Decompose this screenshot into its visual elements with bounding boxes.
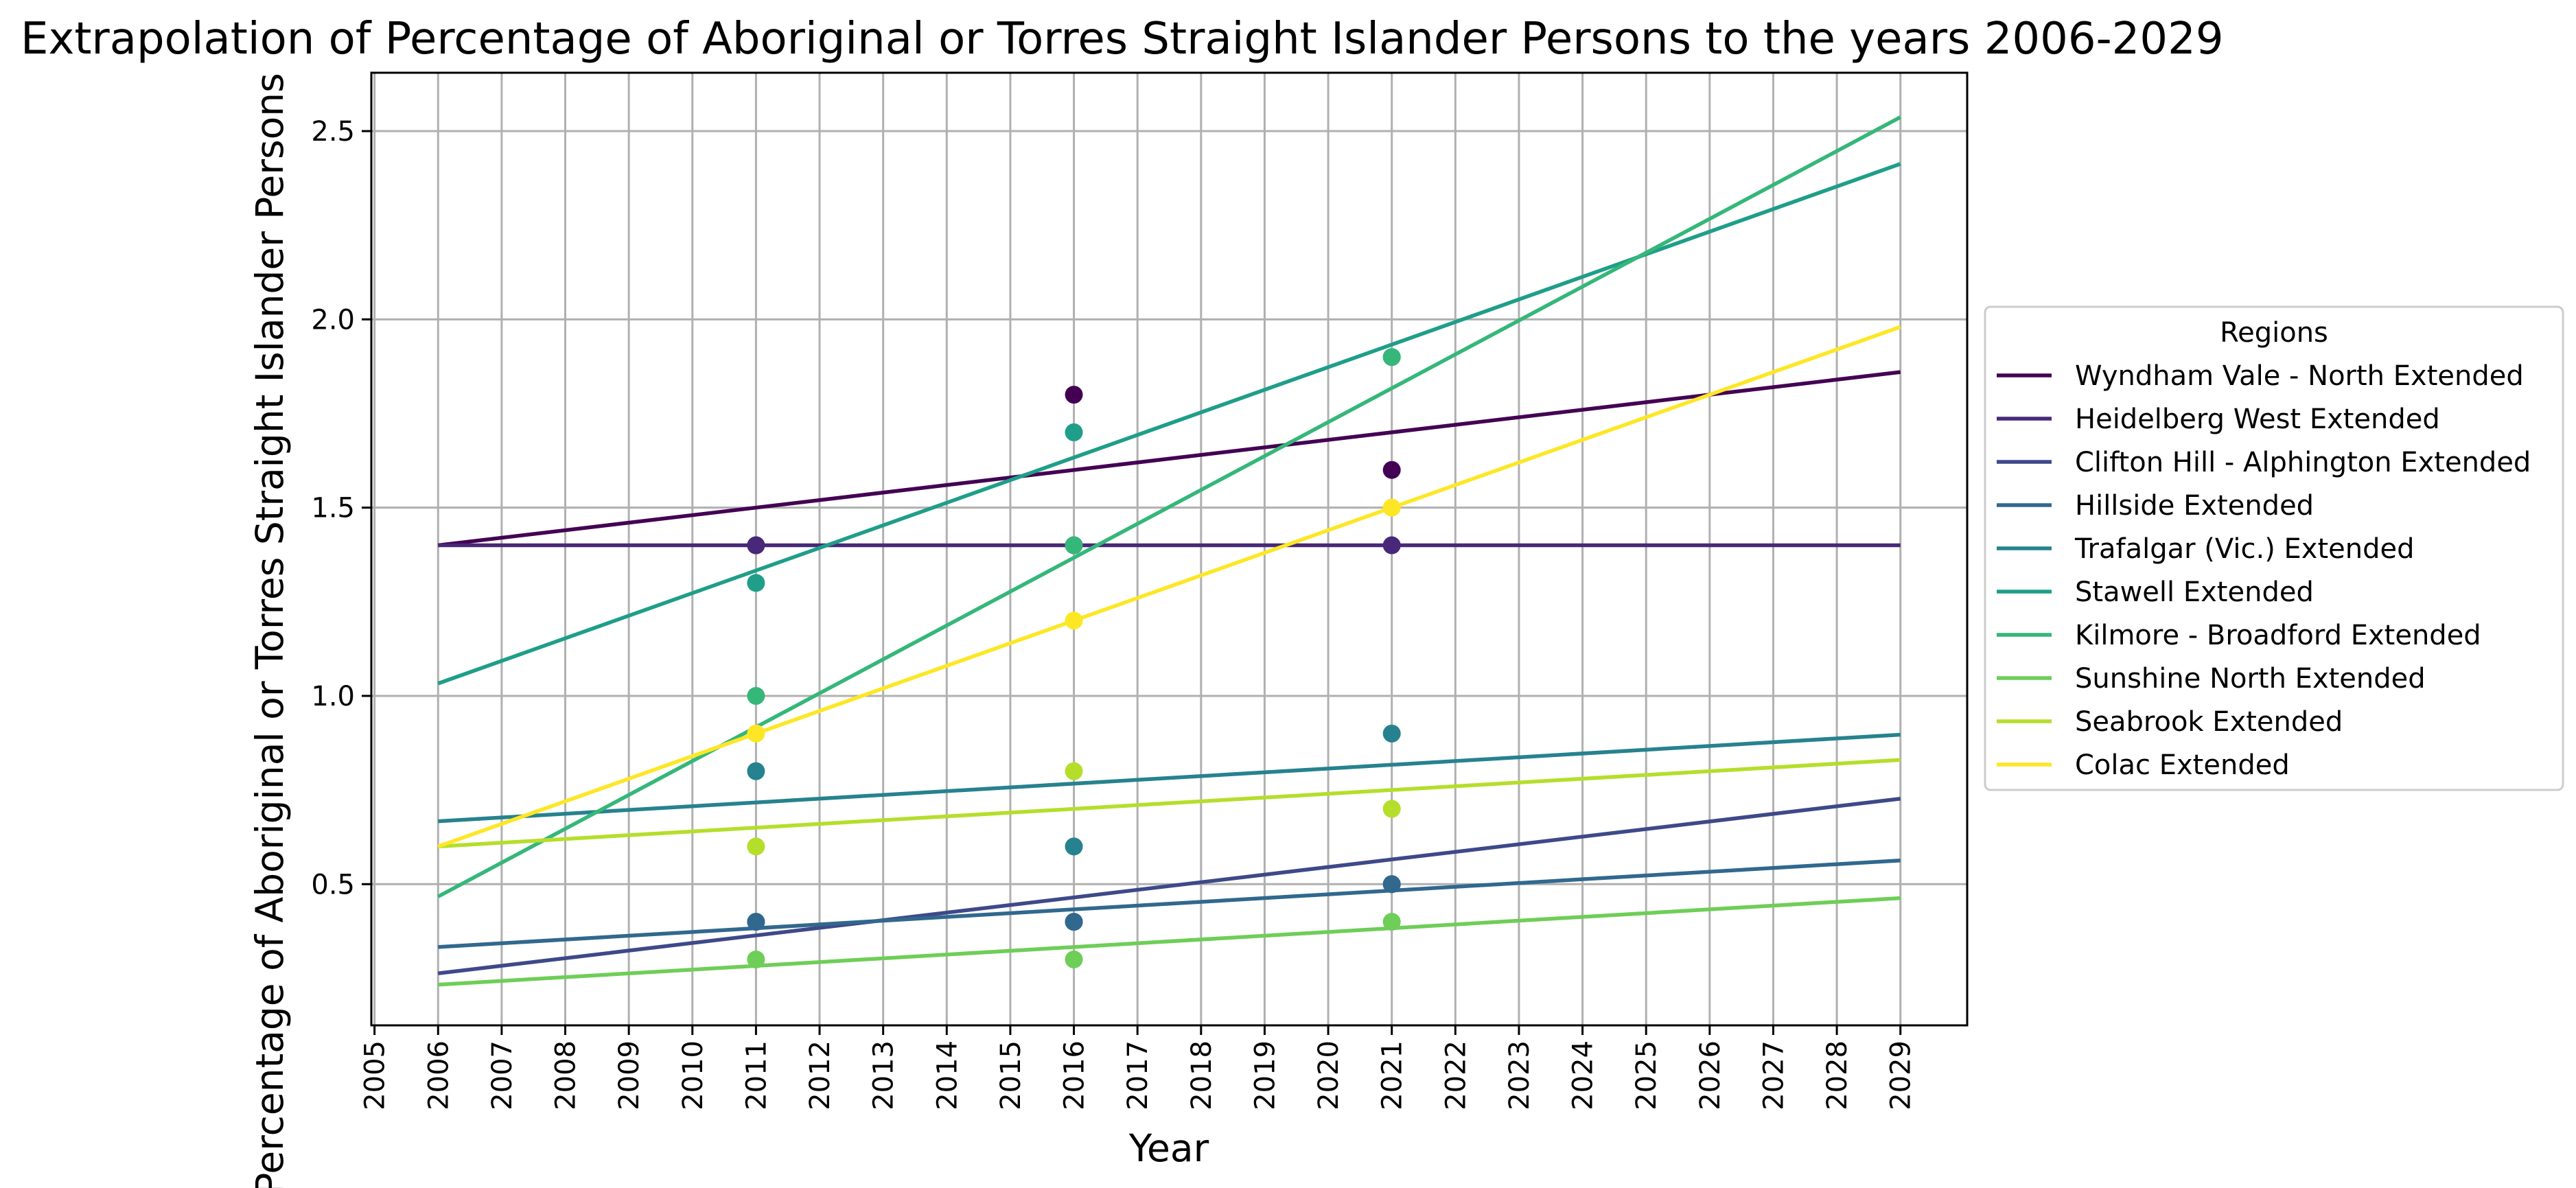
- data-point: [747, 837, 765, 856]
- legend-label: Clifton Hill - Alphington Extended: [2075, 447, 2531, 478]
- legend-label: Sunshine North Extended: [2075, 663, 2426, 695]
- x-tick-label: 2007: [487, 1040, 518, 1110]
- x-tick-label: 2008: [550, 1040, 582, 1110]
- x-tick-label: 2009: [614, 1040, 645, 1110]
- x-tick-label: 2020: [1313, 1040, 1345, 1110]
- series-line: [438, 858, 1901, 949]
- data-point: [747, 950, 765, 968]
- series-line: [437, 115, 1902, 898]
- data-point: [1382, 498, 1401, 517]
- data-point: [1065, 423, 1083, 441]
- x-tick-label: 2017: [1122, 1040, 1154, 1110]
- x-tick-label: 2006: [423, 1040, 454, 1110]
- x-tick-label: 2023: [1504, 1040, 1535, 1110]
- data-point: [1382, 348, 1401, 366]
- y-tick-label: 1.5: [311, 493, 355, 524]
- x-tick-label: 2013: [868, 1040, 900, 1110]
- x-tick-label: 2005: [360, 1040, 391, 1110]
- legend-box: [1984, 305, 2564, 791]
- series-lines: [437, 115, 1902, 987]
- legend-title: Regions: [2220, 317, 2328, 349]
- data-point: [1065, 536, 1083, 555]
- y-tick-label: 0.5: [311, 869, 355, 900]
- y-axis-label: Percentage of Aboriginal or Torres Strai…: [248, 73, 292, 1188]
- legend-label: Heidelberg West Extended: [2075, 404, 2440, 435]
- legend-label: Colac Extended: [2075, 749, 2290, 781]
- legend-label: Stawell Extended: [2075, 576, 2314, 608]
- x-tick-label: 2025: [1631, 1040, 1662, 1110]
- x-tick-label: 2018: [1186, 1040, 1218, 1110]
- series-points: [747, 348, 1401, 968]
- data-point: [1382, 724, 1401, 743]
- x-tick-label: 2027: [1758, 1040, 1789, 1110]
- data-point: [1065, 762, 1083, 780]
- legend: Regions Wyndham Vale - North Extended Hei…: [1984, 305, 2564, 791]
- x-tick-label: 2024: [1568, 1040, 1599, 1110]
- x-tick-label: 2014: [931, 1040, 963, 1110]
- y-tick-label: 2.0: [311, 304, 355, 336]
- plot-area-frame: [370, 71, 1969, 1027]
- x-tick-label: 2029: [1885, 1040, 1917, 1110]
- data-point: [747, 762, 765, 780]
- x-tick-label: 2021: [1377, 1040, 1408, 1110]
- data-point: [1065, 612, 1083, 630]
- y-tick-label: 1.0: [311, 681, 355, 712]
- x-tick-label: 2022: [1440, 1040, 1472, 1110]
- data-point: [1382, 461, 1401, 479]
- data-point: [747, 724, 765, 743]
- data-point: [747, 686, 765, 705]
- x-tick-label: 2026: [1695, 1040, 1726, 1110]
- series-line: [438, 758, 1901, 849]
- x-tick-label: 2011: [741, 1040, 772, 1110]
- data-point: [1382, 875, 1401, 894]
- data-point: [1065, 837, 1083, 856]
- x-tick-label: 2019: [1249, 1040, 1281, 1110]
- grid: [371, 73, 1967, 1025]
- x-tick-label: 2028: [1822, 1040, 1853, 1110]
- data-point: [1382, 913, 1401, 931]
- data-point: [1382, 536, 1401, 555]
- series-line: [437, 797, 1901, 976]
- legend-label: Seabrook Extended: [2075, 706, 2343, 738]
- data-point: [1382, 800, 1401, 818]
- data-point: [1065, 913, 1083, 931]
- legend-label: Trafalgar (Vic.) Extended: [2074, 533, 2415, 565]
- series-line: [438, 732, 1901, 824]
- data-point: [747, 536, 765, 555]
- legend-label: Wyndham Vale - North Extended: [2075, 360, 2524, 392]
- y-tick-label: 2.5: [311, 116, 355, 148]
- x-axis-ticks: 2005 2006 2007 2008 2009 2010 2011 2012 2013 2014…: [360, 1025, 1917, 1110]
- data-point: [1065, 950, 1083, 968]
- data-point: [747, 913, 765, 931]
- chart-title: Extrapolation of Percentage of Aborigina…: [21, 14, 2224, 65]
- legend-label: Kilmore - Broadford Extended: [2075, 620, 2481, 651]
- y-axis-ticks: 0.5 1.0 1.5 2.0 2.5: [311, 116, 371, 900]
- series-line: [438, 896, 1901, 987]
- x-tick-label: 2010: [677, 1040, 709, 1110]
- data-point: [1065, 386, 1083, 404]
- legend-entries: Wyndham Vale - North Extended Heidelberg …: [1997, 360, 2531, 781]
- x-axis-label: Year: [1128, 1126, 1209, 1170]
- x-tick-label: 2015: [995, 1040, 1027, 1110]
- data-point: [747, 574, 765, 592]
- series-line: [437, 162, 1901, 686]
- x-tick-label: 2016: [1059, 1040, 1091, 1110]
- series-line: [437, 325, 1901, 848]
- series-line: [437, 370, 1901, 548]
- legend-label: Hillside Extended: [2075, 490, 2314, 522]
- x-tick-label: 2012: [804, 1040, 836, 1110]
